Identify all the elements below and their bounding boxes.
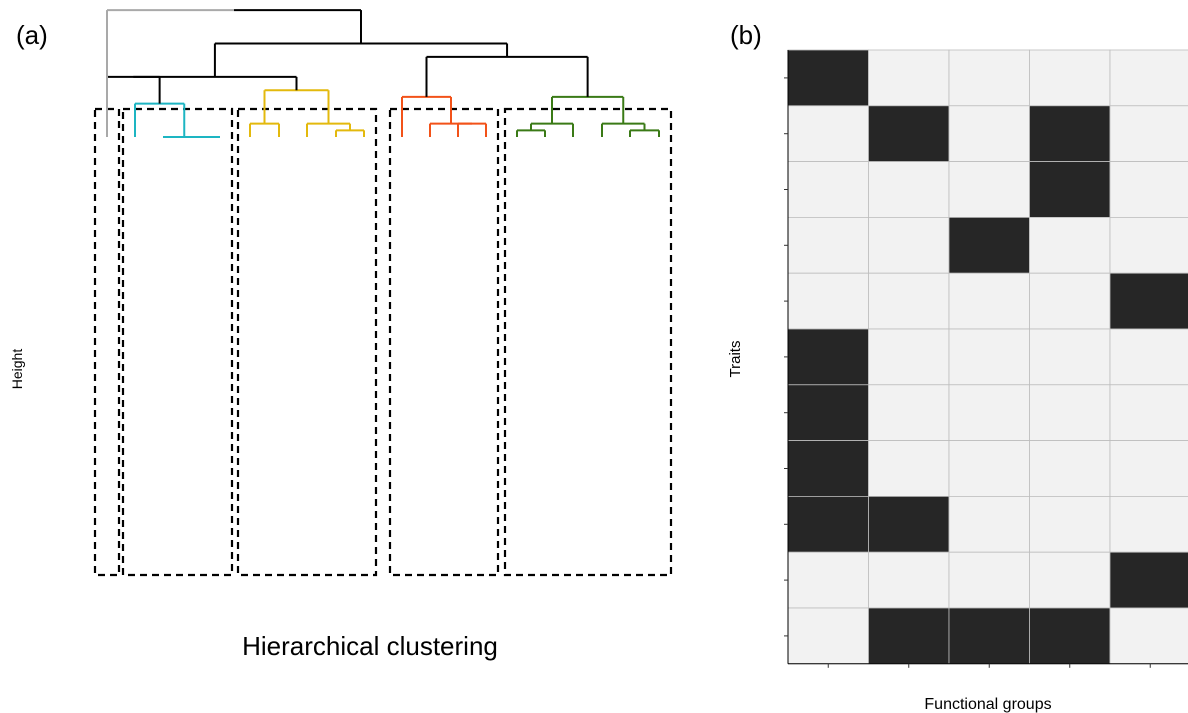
heatmap-cell <box>1109 607 1188 665</box>
heatmap-cell <box>1029 216 1111 274</box>
heatmap-cell <box>1029 328 1111 386</box>
heatmap-cell <box>787 328 869 386</box>
heatmap-cell <box>1109 216 1188 274</box>
heatmap-cell <box>868 607 950 665</box>
heatmap-cell <box>787 495 869 553</box>
heatmap-cell <box>948 607 1030 665</box>
cluster-box-3 <box>388 107 500 577</box>
heatmap-cell <box>1029 105 1111 163</box>
heatmap-cell <box>1109 49 1188 107</box>
heatmap-cell <box>787 384 869 441</box>
heatmap-cell <box>868 216 950 274</box>
heatmap-cell <box>1109 328 1188 386</box>
cluster-box-5 <box>93 107 121 577</box>
x-axis-title: Functional groups <box>924 696 1051 713</box>
heatmap-cell <box>948 440 1030 497</box>
heatmap-cell <box>948 216 1030 274</box>
heatmap-cell <box>1109 551 1188 609</box>
heatmap-cell <box>787 272 869 330</box>
heatmap-cell <box>1029 49 1111 107</box>
heatmap-cell <box>1109 495 1188 553</box>
cluster-box-4 <box>121 107 234 577</box>
cluster-box-2 <box>236 107 378 577</box>
heatmap-cell <box>868 440 950 497</box>
heatmap-cell <box>868 105 950 163</box>
x-tick-labels <box>827 663 1151 668</box>
heatmap-cell <box>787 105 869 163</box>
heatmap-cell <box>1029 495 1111 553</box>
heatmap-cell <box>1029 161 1111 218</box>
heatmap-cell <box>948 384 1030 441</box>
dendrogram-branches <box>106 9 660 138</box>
cluster-boxes <box>93 107 673 577</box>
heatmap-cell <box>948 161 1030 218</box>
heatmap-cell <box>1109 440 1188 497</box>
heatmap-cell <box>1109 161 1188 218</box>
heatmap-cell <box>1029 607 1111 665</box>
trait-heatmap-chart: (b) Traits Functional groups <box>727 20 1188 713</box>
heatmap-cell <box>948 551 1030 609</box>
heatmap-cell <box>1109 272 1188 330</box>
heatmap-cell <box>787 607 869 665</box>
heatmap-cell <box>868 328 950 386</box>
heatmap-cell <box>1109 384 1188 441</box>
heatmap-cell <box>787 551 869 609</box>
y-axis-title: Traits <box>727 341 744 378</box>
heatmap-cell <box>787 161 869 218</box>
heatmap-cell <box>868 49 950 107</box>
heatmap-cell <box>868 495 950 553</box>
heatmap-cell <box>787 440 869 497</box>
chart-title: Hierarchical clustering <box>242 631 498 661</box>
panel-a-label: (a) <box>16 20 48 50</box>
heatmap-cell <box>868 384 950 441</box>
heatmap-cell <box>948 495 1030 553</box>
heatmap-cell <box>787 216 869 274</box>
heatmap-cell <box>1029 272 1111 330</box>
heatmap-cell <box>948 328 1030 386</box>
heatmap-cell <box>868 272 950 330</box>
dendrogram-chart: (a) Height Hierarchical clustering <box>9 9 673 661</box>
heatmap-cell <box>868 551 950 609</box>
heatmap-cell <box>948 105 1030 163</box>
heatmap-cell <box>1109 105 1188 163</box>
heatmap-cell <box>787 49 869 107</box>
heatmap-cell <box>948 49 1030 107</box>
heatmap-cell <box>868 161 950 218</box>
y-tick-labels <box>784 77 788 637</box>
y-axis-title: Height <box>9 349 25 390</box>
cluster-box-1 <box>503 107 673 577</box>
heatmap-cell <box>948 272 1030 330</box>
panel-b-label: (b) <box>730 20 762 50</box>
heatmap-cell <box>1029 551 1111 609</box>
heatmap-cell <box>1029 384 1111 441</box>
heatmap-grid <box>787 49 1188 665</box>
heatmap-cell <box>1029 440 1111 497</box>
